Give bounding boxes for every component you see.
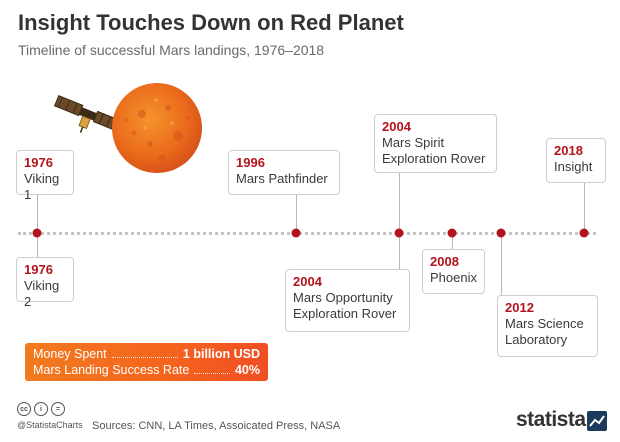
by-icon: i — [34, 402, 48, 416]
mars-illustration — [53, 83, 202, 173]
stat-value: 40% — [234, 363, 260, 377]
event-year: 2004 — [293, 274, 322, 289]
event-card: 2018 Insight — [546, 138, 606, 183]
license-icons: cc i = — [17, 402, 65, 416]
event-name: Viking 2 — [24, 278, 60, 309]
social-handle: @StatistaCharts — [17, 420, 83, 430]
stat-row-money: Money Spent 1 billion USD — [33, 346, 260, 362]
event-name: Insight — [554, 159, 593, 174]
timeline-dot-1976 — [32, 228, 42, 238]
event-year: 1996 — [236, 155, 265, 170]
event-year: 2018 — [554, 143, 583, 158]
satellite-icon — [53, 95, 123, 133]
event-name: Mars Pathfinder — [236, 171, 328, 186]
event-name: Phoenix — [430, 270, 477, 285]
event-year: 1976 — [24, 262, 53, 277]
event-year: 2012 — [505, 300, 534, 315]
event-year: 1976 — [24, 155, 53, 170]
event-card: 1976 Viking 1 — [16, 150, 74, 202]
chart-title: Insight Touches Down on Red Planet — [18, 10, 404, 35]
timeline-dot-2004 — [394, 228, 404, 238]
event-year: 2008 — [430, 254, 459, 269]
statista-mark-icon — [587, 411, 607, 431]
event-year: 2004 — [382, 119, 411, 134]
connector-pathfinder — [296, 195, 297, 233]
chart-subtitle: Timeline of successful Mars landings, 19… — [18, 42, 325, 58]
cc-icon: cc — [17, 402, 31, 416]
connector-opportunity — [399, 173, 400, 269]
event-name: Mars Spirit Exploration Rover — [382, 135, 486, 166]
mars-planet-icon — [112, 83, 202, 173]
connector-insight — [584, 183, 585, 233]
connector-phoenix — [452, 233, 453, 249]
stat-value: 1 billion USD — [182, 347, 260, 361]
timeline-dot-2018 — [579, 228, 589, 238]
event-card: 2004 Mars Opportunity Exploration Rover — [285, 269, 410, 332]
stat-label: Mars Landing Success Rate — [33, 363, 190, 377]
event-card: 1976 Viking 2 — [16, 257, 74, 309]
event-card: 2004 Mars Spirit Exploration Rover — [374, 114, 497, 173]
timeline-dot-2008 — [447, 228, 457, 238]
leader-dots — [194, 366, 230, 374]
event-name: Mars Science Laboratory — [505, 316, 584, 347]
timeline-axis — [18, 232, 596, 235]
connector-viking2 — [37, 233, 38, 257]
connector-msl — [501, 233, 502, 295]
stat-row-success: Mars Landing Success Rate 40% — [33, 362, 260, 378]
event-name: Viking 1 — [24, 171, 60, 202]
leader-dots — [111, 350, 178, 358]
timeline-dot-1996 — [291, 228, 301, 238]
nd-icon: = — [51, 402, 65, 416]
event-card: 1996 Mars Pathfinder — [228, 150, 340, 195]
sources-text: Sources: CNN, LA Times, Assoicated Press… — [92, 420, 341, 432]
connector-viking1 — [37, 195, 38, 233]
timeline-dot-2012 — [496, 228, 506, 238]
event-name: Mars Opportunity Exploration Rover — [293, 290, 397, 321]
event-card: 2008 Phoenix — [422, 249, 485, 294]
stats-box: Money Spent 1 billion USD Mars Landing S… — [25, 343, 268, 381]
stat-label: Money Spent — [33, 347, 107, 361]
event-card: 2012 Mars Science Laboratory — [497, 295, 598, 357]
statista-logo: statista — [516, 408, 586, 431]
